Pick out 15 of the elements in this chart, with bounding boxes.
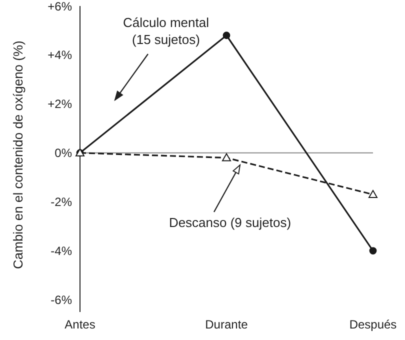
y-axis-title: Cambio en el contenido de oxígeno (%) [10, 40, 26, 269]
y-tick-label: -6% [50, 293, 72, 308]
point [222, 32, 230, 40]
x-tick-label: Después [349, 318, 397, 332]
x-tick-label: Durante [205, 318, 248, 332]
y-tick-label: -2% [50, 195, 72, 210]
point [369, 247, 377, 254]
y-tick-label: +2% [48, 97, 72, 112]
y-tick-label: +6% [48, 0, 72, 14]
x-tick-label: Antes [64, 318, 96, 332]
y-tick-label: 0% [54, 146, 72, 160]
series-label: Cálculo mental (15 sujetos) [122, 14, 210, 48]
text: Descanso (9 sujetos) [168, 214, 292, 231]
y-tick-label: -4% [50, 244, 72, 258]
y-tick-label: +4% [48, 48, 72, 62]
